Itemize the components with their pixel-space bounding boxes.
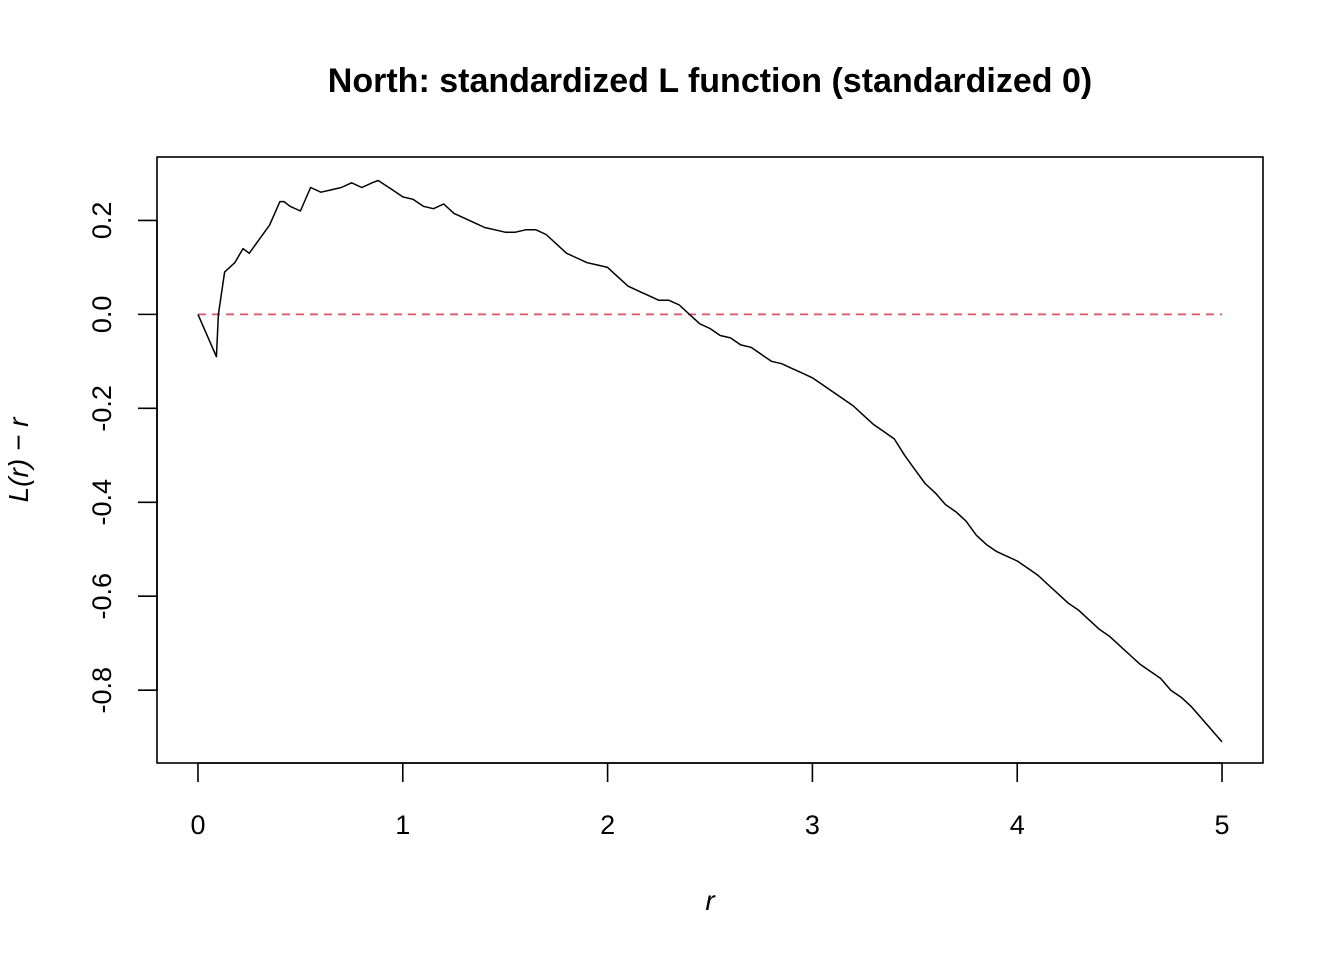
x-axis-label: r [705,885,716,916]
observed-line [197,179,1223,743]
y-tick-label: -0.2 [87,385,117,432]
y-tick-label: -0.8 [87,667,117,714]
x-tick-label: 2 [600,810,615,840]
x-tick-label: 4 [1010,810,1025,840]
x-tick-label: 0 [190,810,205,840]
x-tick-label: 3 [805,810,820,840]
y-axis: -0.8 -0.6 -0.4 -0.2 0.0 0.2 [87,202,158,714]
x-tick-label: 5 [1215,810,1230,840]
y-tick-label: -0.6 [87,573,117,620]
plot-frame [156,156,1264,764]
chart-title: North: standardized L function (standard… [328,62,1092,100]
y-axis-label: L(r) − r [3,416,34,502]
y-tick-label: 0.0 [87,296,117,334]
y-tick-label: 0.2 [87,202,117,240]
y-tick-label: -0.4 [87,479,117,526]
x-tick-label: 1 [395,810,410,840]
x-axis: 0 1 2 3 4 5 [190,762,1230,840]
